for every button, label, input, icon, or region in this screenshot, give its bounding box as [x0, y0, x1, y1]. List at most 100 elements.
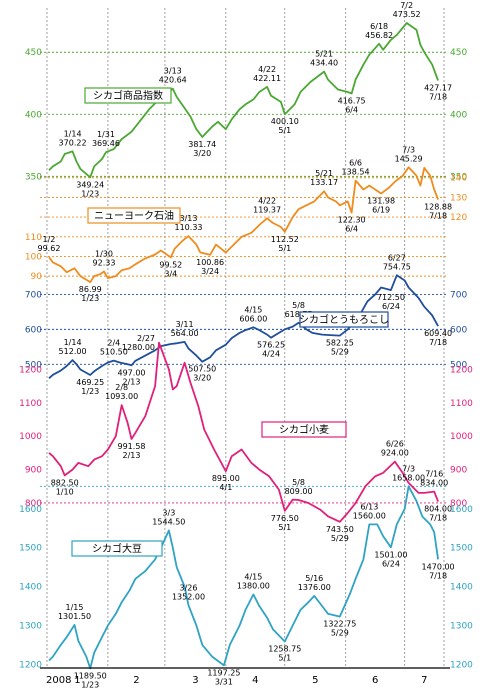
series-line: [48, 485, 439, 670]
data-label: 804.00 7/18: [424, 505, 452, 523]
data-label: 2/27 1280.00: [122, 334, 155, 352]
data-label: 86.99 1/23: [79, 285, 102, 303]
series-title: シカゴ商品指数: [93, 89, 163, 102]
month-label: 1: [74, 675, 80, 686]
series-line: [48, 22, 439, 179]
data-label: 1189.50 1/23: [74, 671, 107, 689]
y-tick-right: 1100: [450, 399, 473, 409]
data-label: 100.86 3/24: [196, 258, 224, 276]
y-tick-left: 1500: [19, 544, 42, 554]
data-label: 1/15 1301.50: [58, 603, 91, 621]
data-label: 576.25 4/24: [257, 341, 285, 359]
y-tick-left: 1200: [19, 660, 42, 670]
data-label: 3/26 1352.00: [172, 583, 205, 601]
data-label: 991.58 2/13: [118, 442, 146, 460]
data-label: 7/3 145.29: [395, 145, 423, 163]
y-tick-left: 1400: [19, 583, 42, 593]
data-label: 128.88 7/18: [424, 203, 452, 221]
series-title-box: [261, 421, 347, 438]
y-tick-left: 500: [25, 360, 42, 370]
data-label: 3/11 564.00: [171, 320, 199, 338]
data-label: 7/16 834.00: [420, 470, 448, 488]
series-line: [48, 274, 439, 379]
data-label: 6/18 456.82: [365, 22, 393, 40]
data-label: 776.50 5/1: [271, 514, 299, 532]
y-tick-right: 400: [450, 110, 467, 120]
series-line: [48, 166, 439, 283]
y-tick-left: 450: [25, 48, 42, 58]
data-label: 2/8 1093.00: [105, 383, 138, 401]
data-label: 4/15 1380.00: [237, 572, 270, 590]
data-label: 4/15 606.00: [239, 305, 267, 323]
y-tick-left: 400: [25, 110, 42, 120]
y-tick-right: 140: [450, 174, 467, 184]
data-label: 1197.25 3/31: [207, 668, 240, 686]
month-label: 6: [372, 675, 378, 686]
data-label: 112.52 5/1: [271, 235, 299, 253]
data-label: 1501.00 6/24: [374, 550, 407, 568]
series-title: シカゴとうもろこし: [299, 313, 389, 326]
y-tick-right: 600: [450, 325, 467, 335]
data-label: 6/13 1560.00: [353, 502, 386, 520]
data-label: 122.30 6/4: [338, 216, 366, 234]
y-tick-right: 120: [450, 213, 467, 223]
series-title-box: [84, 87, 172, 104]
series-title-box: [71, 540, 163, 557]
data-label: 1/2 99.62: [38, 235, 61, 253]
y-tick-right: 1200: [450, 660, 473, 670]
data-label: 712.50 6/24: [377, 293, 405, 311]
data-label: 3/13 110.33: [175, 214, 203, 232]
y-tick-left: 600: [25, 325, 42, 335]
y-tick-left: 1100: [19, 399, 42, 409]
data-label: 3/3 1544.50: [152, 508, 185, 526]
data-label: 1/31 369.46: [92, 130, 120, 148]
y-tick-left: 900: [25, 466, 42, 476]
data-label: 743.50 5/29: [326, 525, 354, 543]
data-label: 6/27 754.75: [383, 253, 411, 271]
series-title-box: [299, 311, 389, 328]
data-label: 609.40 7/18: [424, 329, 452, 347]
y-tick-right: 1000: [450, 432, 473, 442]
data-label: 3/13 420.64: [159, 67, 187, 85]
month-label: 5: [312, 675, 318, 686]
month-label: 7: [421, 675, 427, 686]
data-label: 427.17 7/18: [424, 84, 452, 102]
data-label: 7/3 1658.00: [392, 464, 425, 482]
y-tick-right: 1400: [450, 583, 473, 593]
data-label: 4/22 422.11: [253, 65, 281, 83]
series-title: シカゴ小麦: [279, 423, 329, 436]
data-label: 497.00 2/13: [118, 368, 146, 386]
series-title-box: [87, 207, 181, 224]
y-tick-left: 110: [25, 233, 42, 243]
y-tick-left: 90: [31, 272, 43, 282]
y-tick-right: 350: [450, 172, 467, 182]
level-lines: [40, 51, 448, 504]
data-label: 1322.75 5/29: [323, 620, 356, 638]
month-label: 4: [252, 675, 258, 686]
series-title: ニューヨーク石油: [94, 209, 174, 222]
data-label: 895.00 4/1: [212, 474, 240, 492]
data-label: 582.25 5/29: [326, 339, 354, 357]
y-tick-right: 500: [450, 360, 467, 370]
data-label: 6/6 138.54: [342, 159, 370, 177]
y-tick-right: 1600: [450, 505, 473, 515]
data-label: 416.75 6/4: [338, 97, 366, 115]
data-label: 1470.00 7/18: [422, 562, 455, 580]
y-tick-left: 100: [25, 252, 42, 262]
data-label: 400.10 5/1: [271, 117, 299, 135]
y-tick-labels: 350 350 400 400 450 450 90 100 110 120 130 140 500 50…: [19, 48, 473, 670]
data-label: 507.50 3/20: [188, 365, 216, 383]
data-label: 4/22 119.37: [253, 196, 281, 214]
data-label: 99.52 3/4: [159, 260, 182, 278]
data-label: 1258.75 5/1: [268, 645, 301, 663]
data-label: 2/4 510.50: [100, 339, 128, 357]
y-tick-left: 800: [25, 499, 42, 509]
y-tick-left: 1000: [19, 432, 42, 442]
data-label: 5/21 434.40: [310, 50, 338, 68]
y-tick-left: 1200: [19, 365, 42, 375]
data-label: 1/14 512.00: [59, 338, 87, 356]
data-label: 882.50 1/10: [51, 478, 79, 496]
data-label: 381.74 3/20: [188, 140, 216, 158]
data-label: 1/30 92.33: [93, 250, 116, 268]
